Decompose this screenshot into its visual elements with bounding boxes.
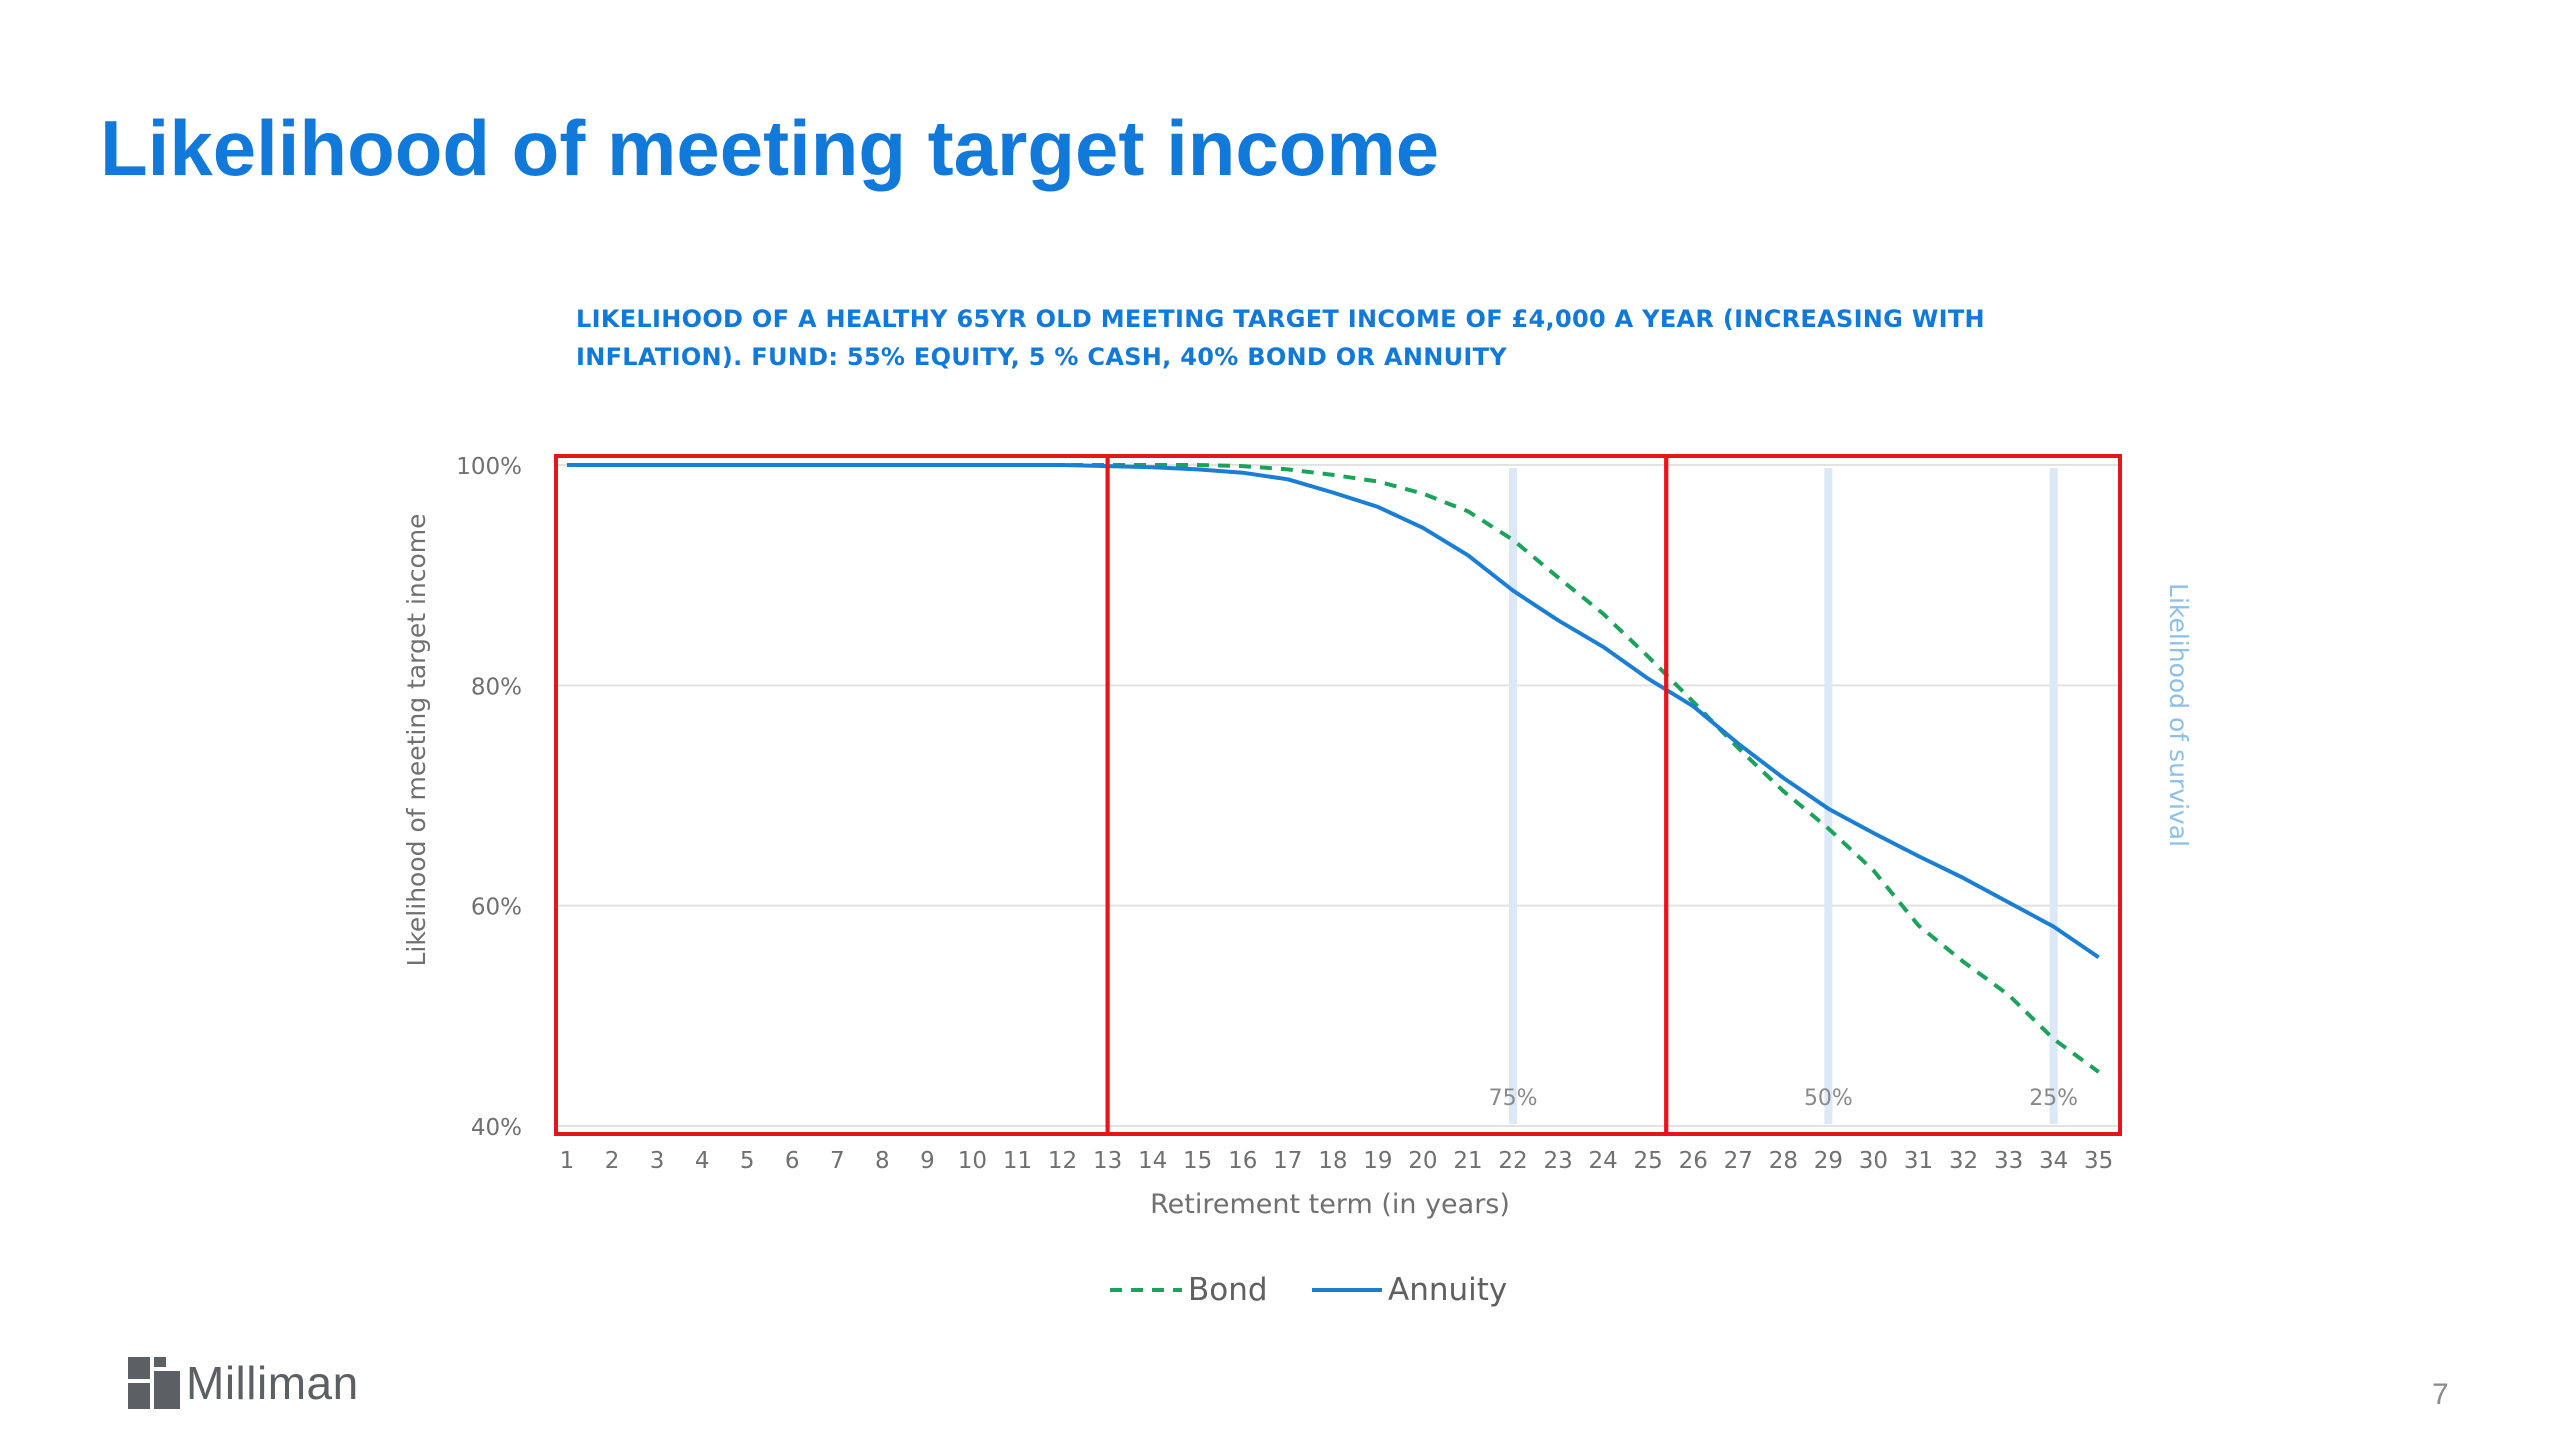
legend-label-bond: Bond bbox=[1188, 1272, 1268, 1308]
x-tick-label: 20 bbox=[1408, 1148, 1437, 1174]
legend-label-annuity: Annuity bbox=[1388, 1272, 1507, 1308]
x-tick-label: 8 bbox=[875, 1148, 890, 1174]
survival-bands bbox=[1509, 468, 2058, 1124]
x-tick-label: 24 bbox=[1589, 1148, 1618, 1174]
x-tick-label: 22 bbox=[1498, 1148, 1527, 1174]
series-line-bond bbox=[567, 463, 2100, 1074]
x-tick-label: 18 bbox=[1318, 1148, 1347, 1174]
survival-label: 75% bbox=[1489, 1086, 1538, 1111]
milliman-logo-mark bbox=[128, 1357, 180, 1409]
highlight-box bbox=[554, 454, 1110, 1136]
slide-title: Likelihood of meeting target income bbox=[100, 104, 1440, 192]
x-tick-label: 34 bbox=[2039, 1148, 2068, 1174]
x-tick-label: 12 bbox=[1048, 1148, 1077, 1174]
survival-band bbox=[2049, 468, 2058, 1124]
x-tick-label: 10 bbox=[958, 1148, 987, 1174]
logo-text: Milliman bbox=[186, 1357, 359, 1409]
y-tick-label: 80% bbox=[471, 674, 522, 700]
x-tick-label: 29 bbox=[1814, 1148, 1843, 1174]
survival-band bbox=[1509, 468, 1518, 1124]
x-tick-label: 31 bbox=[1904, 1148, 1933, 1174]
x-tick-label: 35 bbox=[2084, 1148, 2113, 1174]
x-tick-label: 26 bbox=[1679, 1148, 1708, 1174]
x-tick-label: 9 bbox=[920, 1148, 935, 1174]
x-axis-label: Retirement term (in years) bbox=[1150, 1189, 1510, 1220]
x-tick-label: 1 bbox=[560, 1148, 575, 1174]
legend: Bond Annuity bbox=[1110, 1272, 1507, 1308]
highlight-box bbox=[1105, 454, 1669, 1136]
x-tick-label: 28 bbox=[1769, 1148, 1798, 1174]
x-tick-label: 23 bbox=[1543, 1148, 1572, 1174]
grid-lines bbox=[556, 464, 2120, 1127]
x-tick-label: 2 bbox=[605, 1148, 620, 1174]
milliman-logo: Milliman bbox=[128, 1356, 359, 1410]
secondary-y-axis-label: Likelihood of survival bbox=[2164, 583, 2193, 847]
x-tick-label: 4 bbox=[695, 1148, 710, 1174]
chart-title-line-2: INFLATION). FUND: 55% EQUITY, 5 % CASH, … bbox=[576, 343, 1507, 371]
x-tick-label: 25 bbox=[1634, 1148, 1663, 1174]
page-number: 7 bbox=[2432, 1378, 2449, 1411]
x-tick-label: 33 bbox=[1994, 1148, 2023, 1174]
x-tick-label: 16 bbox=[1228, 1148, 1257, 1174]
highlight-box bbox=[1664, 454, 2122, 1136]
x-tick-label: 14 bbox=[1138, 1148, 1167, 1174]
x-tick-label: 3 bbox=[650, 1148, 665, 1174]
x-tick-label: 11 bbox=[1003, 1148, 1032, 1174]
y-tick-label: 60% bbox=[471, 895, 522, 921]
axis-text: Likelihood of meeting target income Like… bbox=[402, 454, 2193, 1220]
y-tick-label: 100% bbox=[456, 454, 522, 480]
survival-label: 50% bbox=[1804, 1086, 1853, 1111]
x-tick-label: 17 bbox=[1273, 1148, 1302, 1174]
x-tick-label: 32 bbox=[1949, 1148, 1978, 1174]
survival-label: 25% bbox=[2029, 1086, 2078, 1111]
x-tick-label: 21 bbox=[1453, 1148, 1482, 1174]
x-tick-label: 5 bbox=[740, 1148, 755, 1174]
chart-title-line-1: LIKELIHOOD OF A HEALTHY 65YR OLD MEETING… bbox=[576, 305, 1985, 333]
y-axis-label: Likelihood of meeting target income bbox=[402, 513, 431, 966]
x-tick-label: 19 bbox=[1363, 1148, 1392, 1174]
x-tick-label: 27 bbox=[1724, 1148, 1753, 1174]
series-line-annuity bbox=[567, 463, 2100, 960]
x-tick-label: 30 bbox=[1859, 1148, 1888, 1174]
y-tick-label: 40% bbox=[471, 1115, 522, 1141]
x-tick-label: 7 bbox=[830, 1148, 845, 1174]
x-tick-label: 13 bbox=[1093, 1148, 1122, 1174]
highlight-boxes bbox=[554, 454, 2122, 1136]
chart-title: LIKELIHOOD OF A HEALTHY 65YR OLD MEETING… bbox=[576, 300, 2076, 376]
x-tick-label: 6 bbox=[785, 1148, 800, 1174]
series-lines bbox=[567, 463, 2100, 1074]
survival-band bbox=[1824, 468, 1833, 1124]
x-tick-label: 15 bbox=[1183, 1148, 1212, 1174]
